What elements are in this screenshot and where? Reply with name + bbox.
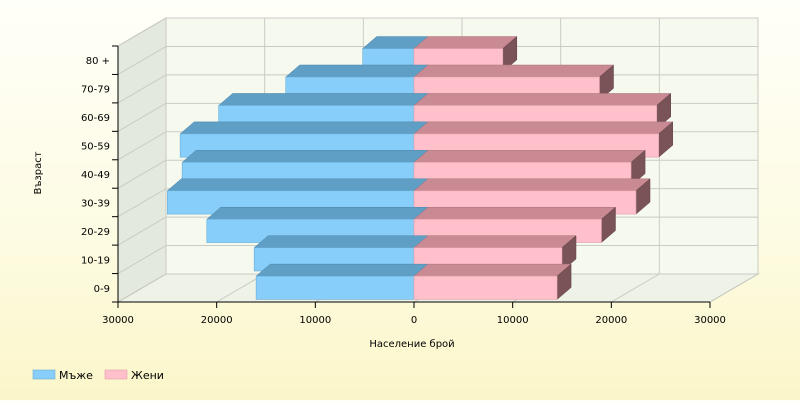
chart-legend: Мъже Жени xyxy=(32,369,164,382)
bar-female-top xyxy=(413,178,651,192)
bar-male-top xyxy=(255,263,429,277)
y-axis-title: Възраст xyxy=(33,151,44,194)
bar-female-top xyxy=(413,206,617,220)
legend-label-male: Мъже xyxy=(59,369,93,382)
x-tick-label: 0 xyxy=(411,315,417,326)
x-tick-label: 30000 xyxy=(102,315,134,326)
y-tick-label: 10-19 xyxy=(81,255,110,266)
left-wall-gridline xyxy=(117,188,167,218)
bar-female-top xyxy=(413,93,672,106)
y-tick-label: 60-69 xyxy=(81,113,110,124)
x-tick-label: 10000 xyxy=(497,315,529,326)
y-tick-label: 80 + xyxy=(86,56,110,67)
left-wall-gridline xyxy=(117,245,167,274)
x-tick-label: 20000 xyxy=(595,315,627,326)
floor-gridline xyxy=(709,273,759,303)
bar-male-top xyxy=(253,235,429,248)
chart-bars xyxy=(166,36,674,300)
legend-label-female: Жени xyxy=(131,369,164,382)
bar-female-top xyxy=(413,150,646,163)
bar-female-top xyxy=(413,263,572,277)
y-tick-label: 40-49 xyxy=(81,170,110,181)
bar-female-top xyxy=(413,36,518,49)
bar-female-top xyxy=(413,235,577,248)
bar-male-top xyxy=(206,206,429,220)
chart-tick-labels: 0-9 10-19 20-29 30-39 40-49 50-59 60-69 70-79 80… xyxy=(81,56,726,326)
bar-female-top xyxy=(413,121,674,135)
bar-male-top xyxy=(285,64,429,78)
x-tick-label: 10000 xyxy=(299,315,331,326)
left-wall-gridline xyxy=(117,46,167,75)
y-tick-label: 30-39 xyxy=(81,198,110,209)
left-wall-gridline xyxy=(117,273,167,303)
x-tick-label: 30000 xyxy=(694,315,726,326)
y-tick-label: 20-29 xyxy=(81,227,110,238)
left-wall-gridline xyxy=(117,131,167,161)
bar-female xyxy=(413,275,558,300)
x-tick-label: 20000 xyxy=(201,315,233,326)
legend-swatch-male xyxy=(32,369,56,380)
x-axis-title: Население брой xyxy=(369,339,454,350)
bar-male-top xyxy=(181,150,429,163)
floor-gridline xyxy=(611,273,660,303)
left-wall-gridline xyxy=(117,216,167,246)
left-wall-gridline xyxy=(117,17,167,47)
bar-male-top xyxy=(166,178,429,192)
y-tick-label: 50-59 xyxy=(81,142,110,153)
bar-female-top xyxy=(413,64,615,78)
bar-male-top xyxy=(179,121,429,135)
left-wall-gridline xyxy=(117,74,167,104)
left-wall-gridline xyxy=(117,102,167,132)
bar-male-top xyxy=(217,93,429,106)
bar-male xyxy=(255,275,415,300)
left-wall-gridline xyxy=(117,159,167,189)
chart-axes xyxy=(112,45,711,308)
legend-swatch-female xyxy=(104,369,128,380)
y-tick-label: 0-9 xyxy=(94,284,110,295)
y-tick-label: 70-79 xyxy=(81,85,110,96)
